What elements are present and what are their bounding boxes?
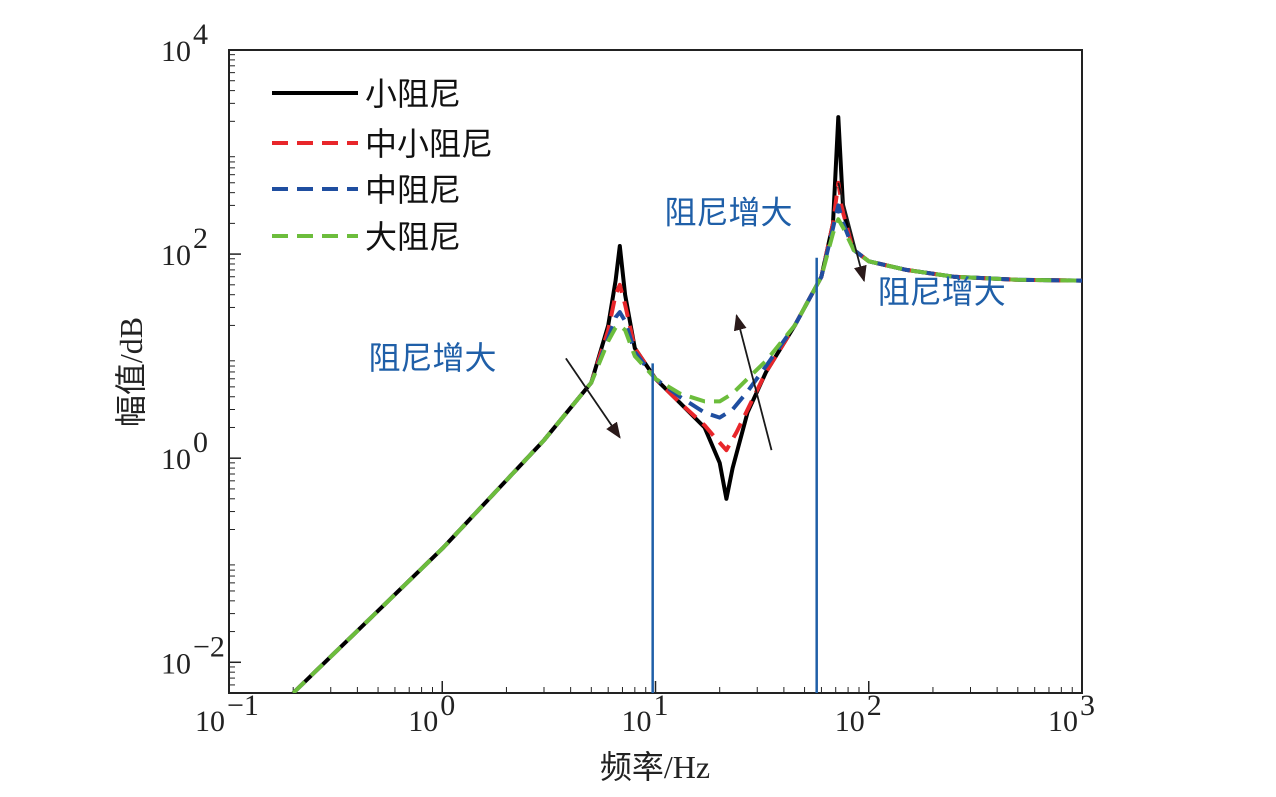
x-tick-label-base: 10 [622, 705, 652, 738]
y-tick-label-base: 10 [161, 239, 191, 272]
legend-label-3: 大阻尼 [365, 219, 461, 255]
series-line-2 [291, 203, 1082, 693]
x-tick-label-exp: 1 [654, 689, 669, 722]
y-tick-label-exp: −2 [193, 630, 225, 663]
annotation-label-2: 阻尼增大 [878, 274, 1006, 310]
x-tick-label-exp: 2 [867, 689, 882, 722]
x-tick-label-exp: −1 [227, 689, 259, 722]
series-layer [291, 115, 1082, 693]
legend-label-1: 中小阻尼 [365, 126, 493, 162]
x-tick-label-exp: 0 [440, 689, 455, 722]
y-tick-label-exp: 4 [193, 18, 208, 51]
legend: 小阻尼 中小阻尼 中阻尼 大阻尼 [272, 76, 493, 255]
annotation-arrow-0 [565, 357, 621, 439]
y-tick-label-base: 10 [161, 647, 191, 680]
x-tick-label-base: 10 [835, 705, 865, 738]
y-tick-label-exp: 0 [193, 426, 208, 459]
annotation-label-1: 阻尼增大 [665, 194, 793, 230]
y-tick-label-base: 10 [161, 35, 191, 68]
series-line-3 [291, 217, 1082, 693]
x-tick-label-base: 10 [408, 705, 438, 738]
y-tick-label-base: 10 [161, 443, 191, 476]
x-tick-label-base: 10 [1048, 705, 1078, 738]
legend-label-0: 小阻尼 [365, 76, 461, 112]
series-line-1 [291, 180, 1082, 693]
annotation-label-0: 阻尼增大 [368, 340, 496, 376]
legend-label-2: 中阻尼 [365, 172, 461, 208]
annotation-arrow-2 [837, 182, 867, 283]
x-tick-label-exp: 3 [1080, 689, 1095, 722]
plot-frame [228, 49, 1083, 694]
y-axis-title: 幅值/dB [113, 317, 149, 427]
plot-area [228, 49, 1083, 694]
y-tick-label-exp: 2 [193, 222, 208, 255]
annotation-arrow-1 [733, 313, 773, 451]
x-axis-title: 频率/Hz [600, 749, 710, 785]
x-tick-label-base: 10 [195, 705, 225, 738]
